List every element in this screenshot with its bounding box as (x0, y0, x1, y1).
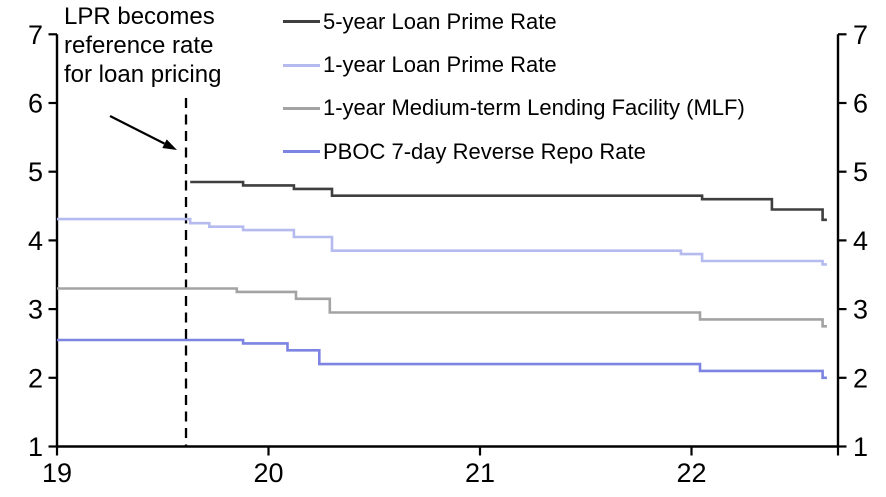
series-line-3 (57, 338, 827, 380)
x-axis-tick-label: 21 (465, 458, 495, 488)
annotation-line-2: reference rate (64, 32, 214, 59)
y-axis-tick-label-right: 6 (853, 89, 868, 119)
annotation-text: LPR becomes reference rate for loan pric… (64, 2, 221, 89)
y-axis-tick-label-right: 3 (853, 295, 868, 325)
y-axis-tick-label-left: 1 (28, 432, 43, 462)
y-axis-tick-label-left: 7 (28, 20, 43, 50)
annotation-line-1: LPR becomes (64, 3, 215, 30)
legend-swatch-mlf (283, 106, 320, 110)
y-axis-tick-label-right: 1 (853, 432, 868, 462)
legend: 5-year Loan Prime Rate 1-year Loan Prime… (283, 0, 745, 174)
y-axis-tick-label-left: 5 (28, 157, 43, 187)
legend-label-repo: PBOC 7-day Reverse Repo Rate (323, 138, 646, 164)
annotation-arrow-head (162, 139, 177, 150)
x-axis-tick-label: 19 (42, 458, 72, 488)
legend-swatch-5y-lpr (283, 20, 320, 24)
legend-item-mlf: 1-year Medium-term Lending Facility (MLF… (283, 87, 745, 130)
x-axis-tick-label: 22 (676, 458, 706, 488)
annotation-arrow-shaft (109, 115, 166, 145)
legend-item-1y-lpr: 1-year Loan Prime Rate (283, 43, 745, 86)
x-axis-tick-label: 20 (253, 458, 283, 488)
legend-swatch-1y-lpr (283, 63, 320, 67)
legend-item-5y-lpr: 5-year Loan Prime Rate (283, 0, 745, 43)
legend-label-mlf: 1-year Medium-term Lending Facility (MLF… (323, 95, 745, 121)
y-axis-tick-label-left: 6 (28, 89, 43, 119)
y-axis-tick-label-left: 4 (28, 226, 43, 256)
series-line-0 (190, 180, 827, 222)
y-axis-tick-label-right: 5 (853, 157, 868, 187)
y-axis-tick-label-left: 3 (28, 295, 43, 325)
legend-label-5y-lpr: 5-year Loan Prime Rate (323, 8, 557, 34)
y-axis-tick-label-right: 7 (853, 20, 868, 50)
y-axis-tick-label-right: 4 (853, 226, 868, 256)
legend-swatch-repo (283, 150, 320, 154)
y-axis-tick-label-left: 2 (28, 363, 43, 393)
series-line-1 (57, 217, 827, 266)
annotation-line-3: for loan pricing (64, 61, 222, 88)
y-axis-tick-label-right: 2 (853, 363, 868, 393)
legend-label-1y-lpr: 1-year Loan Prime Rate (323, 52, 557, 78)
series-line-2 (57, 287, 827, 328)
legend-item-repo: PBOC 7-day Reverse Repo Rate (283, 130, 745, 173)
